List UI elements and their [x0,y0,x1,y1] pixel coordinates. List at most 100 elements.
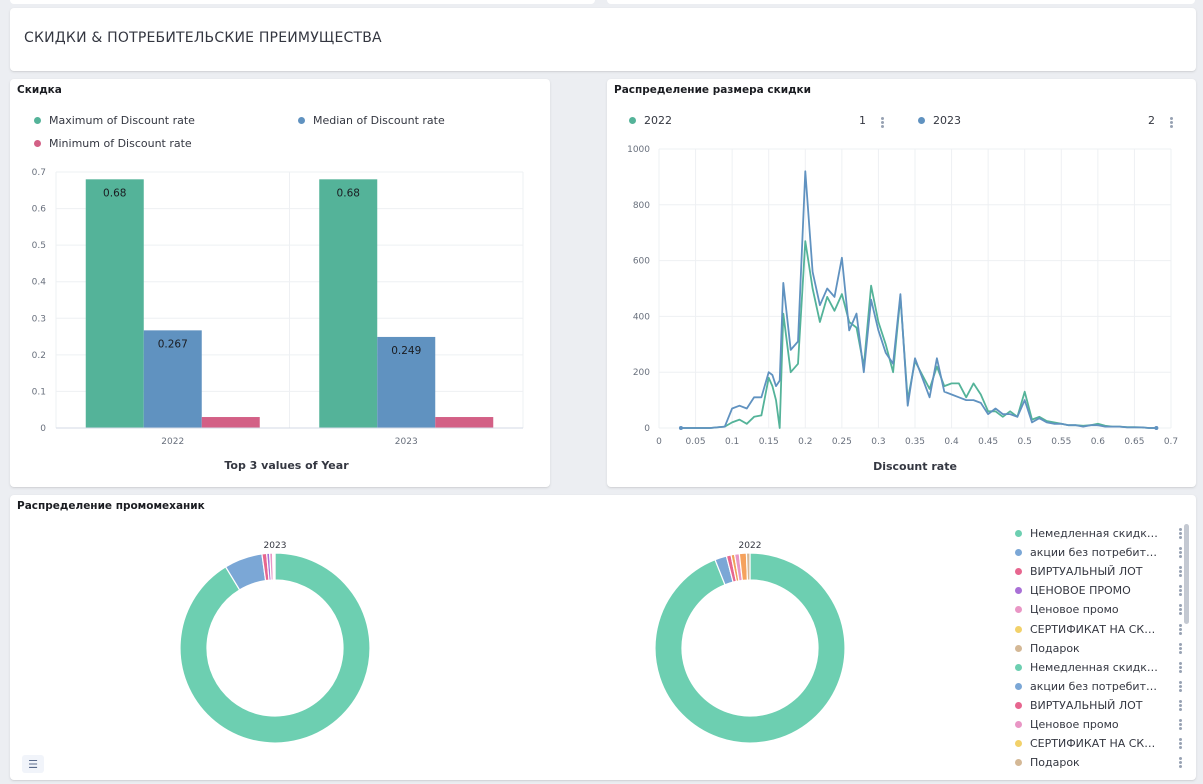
x-tick-label: 0.7 [1164,437,1178,447]
pie-legend-item[interactable]: ВИРТУАЛЬНЫЙ ЛОТ [1015,696,1185,715]
x-tick-label: 0 [656,437,662,447]
legend-menu-icon[interactable] [1177,699,1183,711]
list-icon[interactable]: ☰ [22,755,44,773]
pie-legend-item[interactable]: Подарок [1015,639,1185,658]
x-tick-label: 0.05 [686,437,706,447]
legend-label: СЕРТИФИКАТ НА СКИ... [1030,622,1160,636]
legend-menu-icon[interactable] [1168,116,1174,129]
legend-label: 2023 [933,114,961,127]
legend-menu-icon[interactable] [1177,565,1183,578]
legend-dot [1015,587,1022,595]
y-tick-label: 0.2 [32,351,46,361]
y-tick-label: 0.5 [32,241,46,251]
legend-dot [1015,606,1022,614]
x-axis-title: Top 3 values of Year [224,459,349,472]
donut-title: 2022 [739,541,762,551]
pie-legend-item[interactable]: акции без потребитель... [1015,677,1185,696]
legend-menu-icon[interactable] [1177,584,1183,597]
panel-title: Скидка [17,84,62,96]
bar-chart: 0 0.1 0.2 0.3 0.4 0.5 0.6 0.7 0.68 0.267 2022 0.68 0… [32,168,524,472]
x-tick-label: 2022 [161,437,184,447]
legend-menu-icon[interactable] [1177,718,1183,730]
legend-label: ЦЕНОВОЕ ПРОМО [1030,584,1131,598]
x-tick-label: 0.4 [944,437,959,447]
legend-item-median[interactable]: Median of Discount rate [298,114,445,127]
legend-menu-icon[interactable] [1177,546,1183,559]
title-panel: СКИДКИ & ПОТРЕБИТЕЛЬСКИЕ ПРЕИМУЩЕСТВА [10,8,1196,71]
legend-dot [1015,549,1022,557]
legend-dot [1015,625,1022,633]
pie-legend-item[interactable]: Немедленная скидка п... [1015,524,1185,543]
y-tick-label: 0.1 [32,387,46,397]
pie-legend-item[interactable]: Немедленная скидка п... [1015,658,1185,677]
distribution-panel: Распределение размера скидки 2022 1 2023… [607,79,1196,487]
legend-item-min[interactable]: Minimum of Discount rate [34,137,192,150]
pie-legend: Немедленная скидка п... акции без потреби… [1015,524,1185,774]
y-tick-label: 0 [644,424,650,434]
x-tick-label: 0.25 [832,437,852,447]
legend-dot [1015,530,1022,537]
legend-menu-icon[interactable] [879,116,885,129]
legend-menu-icon[interactable] [1177,642,1183,654]
legend-menu-icon[interactable] [1177,680,1183,692]
legend-label: Minimum of Discount rate [49,137,192,150]
legend-count-2022: 1 [859,114,866,127]
legend-dot [1015,663,1022,671]
donut-title: 2023 [264,541,287,551]
pie-legend-item[interactable]: Ценовое промо [1015,715,1185,734]
legend-menu-icon[interactable] [1177,527,1183,539]
bar [319,179,378,428]
legend-label: Ценовое промо [1030,718,1119,731]
legend-dot [918,117,925,124]
y-tick-label: 0 [40,424,46,434]
donut-charts: 2023 2022 [179,541,846,744]
data-point [1154,426,1159,430]
legend-item-2023[interactable]: 2023 [918,114,961,127]
legend-dot [1015,682,1022,690]
pie-legend-item[interactable]: ВИРТУАЛЬНЫЙ ЛОТ [1015,562,1185,581]
legend-menu-icon[interactable] [1177,756,1183,769]
bar-value-label: 0.68 [337,187,360,199]
pie-legend-item[interactable]: Ценовое промо [1015,600,1185,619]
legend-item-max[interactable]: Maximum of Discount rate [34,114,195,127]
x-tick-label: 0.55 [1051,437,1071,447]
data-point [678,426,683,430]
legend-menu-icon[interactable] [1177,661,1183,673]
donut-slice [654,552,846,744]
pie-legend-item[interactable]: ЦЕНОВОЕ ПРОМО [1015,581,1185,600]
panel-top-edge [10,0,595,4]
bar [435,417,494,428]
x-tick-label: 0.2 [798,437,812,447]
legend-label: СЕРТИФИКАТ НА СКИ... [1030,737,1160,751]
promo-panel: Распределение промомеханик 2023 2022 Неме… [10,495,1196,780]
legend-label: Maximum of Discount rate [49,114,195,127]
legend-menu-icon[interactable] [1177,737,1183,750]
legend-scrollbar[interactable] [1184,524,1189,624]
x-tick-label: 2023 [395,437,418,447]
x-axis-title: Discount rate [873,460,957,473]
panel-top-edge [607,0,1195,4]
bar [377,336,436,428]
pie-legend-item[interactable]: акции без потребитель... [1015,543,1185,562]
legend-dot [1015,568,1022,576]
legend-item-2022[interactable]: 2022 [629,114,672,127]
bar [201,417,260,428]
y-tick-label: 200 [633,368,650,378]
x-tick-label: 0.15 [759,437,779,447]
legend-menu-icon[interactable] [1177,623,1183,635]
x-tick-label: 0.3 [871,437,885,447]
bar-value-label: 0.68 [103,187,126,199]
panel-title: Распределение промомеханик [17,500,205,512]
pie-legend-item[interactable]: СЕРТИФИКАТ НА СКИ... [1015,620,1185,639]
legend-count: 2 [1148,114,1155,127]
legend-dot [1015,740,1022,748]
y-tick-label: 0.7 [32,168,46,178]
legend-count-2023: 2 [1148,114,1155,127]
pie-legend-item[interactable]: СЕРТИФИКАТ НА СКИ... [1015,734,1185,753]
legend-label: ВИРТУАЛЬНЫЙ ЛОТ [1030,698,1143,712]
legend-dot [1015,701,1022,709]
legend-menu-icon[interactable] [1177,603,1183,616]
legend-dot [34,140,41,147]
pie-legend-item[interactable]: Подарок [1015,753,1185,772]
line-chart: 0 200 400 600 800 1000 0 0.05 0.1 0.15 0.2 0.25 0.3 0… [627,145,1178,473]
